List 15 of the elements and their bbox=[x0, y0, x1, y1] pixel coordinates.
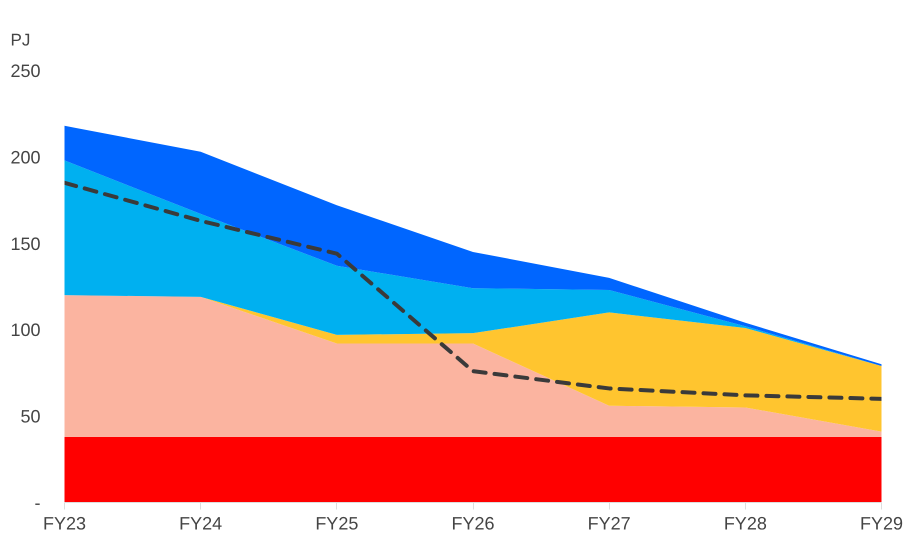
x-tick-label: FY25 bbox=[315, 514, 358, 534]
x-tick-label: FY29 bbox=[860, 514, 904, 534]
y-tick-label: - bbox=[34, 493, 41, 513]
y-tick-label: 200 bbox=[10, 147, 41, 168]
x-tick-label: FY26 bbox=[451, 514, 495, 534]
x-tick-label: FY24 bbox=[179, 514, 222, 534]
y-tick-label: 50 bbox=[20, 406, 41, 427]
y-tick-label: 100 bbox=[10, 320, 41, 340]
x-tick-label: FY27 bbox=[588, 514, 631, 534]
x-tick-label: FY23 bbox=[42, 514, 86, 534]
y-tick-label: 150 bbox=[10, 234, 41, 254]
y-axis-title: PJ bbox=[10, 30, 30, 50]
y-tick-label: 250 bbox=[10, 61, 41, 81]
line-series bbox=[64, 180, 882, 401]
x-tick-label: FY28 bbox=[724, 514, 767, 534]
